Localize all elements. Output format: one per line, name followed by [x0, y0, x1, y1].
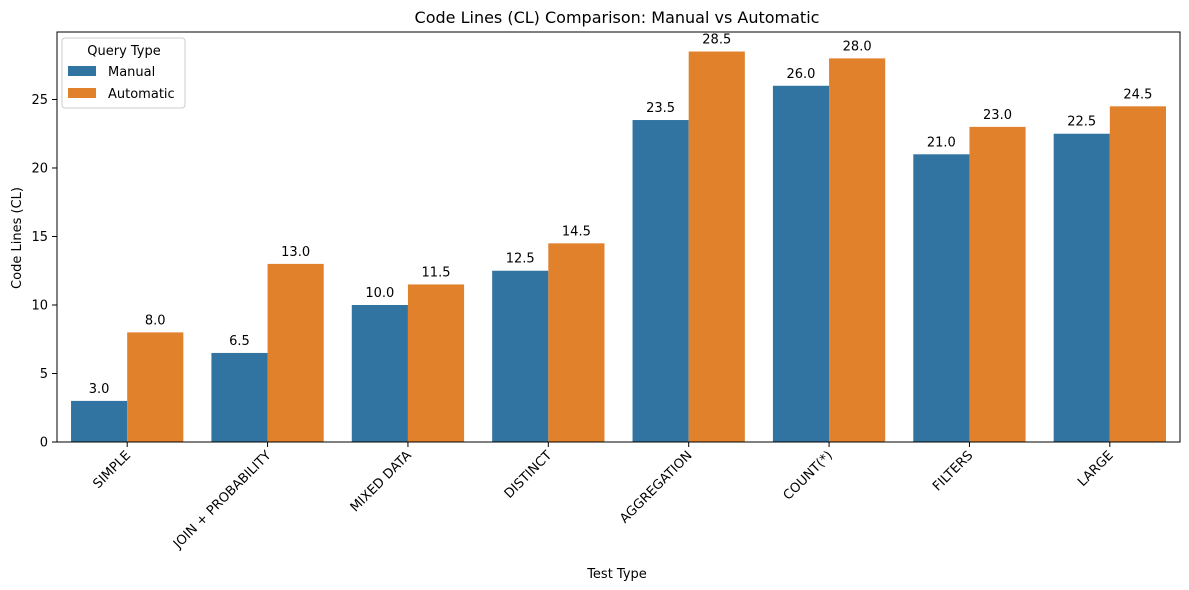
bar-automatic-7 [1109, 106, 1166, 442]
legend-swatch-manual [68, 66, 96, 76]
legend-title: Query Type [87, 44, 161, 59]
data-label: 21.0 [927, 135, 956, 150]
x-tick-label: LARGE [1075, 448, 1117, 490]
x-tick-label: SIMPLE [90, 448, 134, 492]
bar-manual-2 [351, 304, 408, 442]
y-tick-label: 20 [31, 161, 48, 176]
bar-automatic-4 [688, 51, 745, 443]
plot-area: 3.0 6.5 10.0 12.5 23.5 26.0 21.0 22.5 8.0 13.0 11.… [31, 31, 1181, 552]
bar-manual-1 [211, 352, 268, 442]
legend-label-automatic: Automatic [108, 87, 175, 102]
legend-label-manual: Manual [108, 65, 155, 80]
data-label: 8.0 [145, 313, 166, 328]
data-label: 22.5 [1067, 115, 1096, 130]
y-tick-label: 15 [31, 230, 48, 245]
bar-automatic-0 [127, 332, 184, 442]
y-tick-label: 0 [40, 436, 48, 451]
data-label: 10.0 [365, 286, 394, 301]
bar-manual-4 [632, 120, 689, 442]
x-tick-label: COUNT(*) [781, 448, 836, 503]
bar-manual-3 [492, 270, 549, 442]
data-label: 23.0 [983, 108, 1012, 123]
bar-automatic-5 [829, 58, 886, 442]
data-label: 23.5 [646, 101, 675, 116]
data-label: 14.5 [562, 224, 591, 239]
data-label: 3.0 [89, 382, 110, 397]
bar-manual-6 [913, 154, 970, 442]
bar-manual-7 [1053, 133, 1110, 443]
bar-automatic-3 [548, 243, 605, 442]
legend: Query Type Manual Automatic [61, 37, 186, 109]
y-tick-label: 5 [40, 367, 48, 382]
data-label: 28.0 [843, 39, 872, 54]
chart-title: Code Lines (CL) Comparison: Manual vs Au… [415, 8, 820, 27]
x-tick-label: AGGREGATION [617, 448, 695, 526]
data-label: 24.5 [1123, 87, 1152, 102]
bar-automatic-1 [267, 263, 324, 442]
x-axis-label: Test Type [586, 567, 647, 582]
bar-automatic-2 [407, 284, 465, 442]
legend-swatch-automatic [68, 88, 96, 98]
y-tick-label: 25 [31, 93, 48, 108]
data-label: 28.5 [702, 33, 731, 48]
x-tick-label: MIXED DATA [348, 448, 415, 515]
y-axis-label: Code Lines (CL) [10, 187, 25, 289]
x-tick-label: JOIN + PROBABILITY [170, 448, 274, 552]
y-tick-label: 10 [31, 298, 48, 313]
x-tick-label: DISTINCT [502, 448, 556, 502]
data-label: 11.5 [422, 265, 451, 280]
bar-automatic-6 [969, 126, 1026, 443]
data-label: 13.0 [281, 245, 310, 260]
bar-manual-0 [71, 400, 128, 442]
bar-manual-5 [772, 85, 830, 442]
data-label: 26.0 [787, 67, 816, 82]
data-label: 6.5 [229, 334, 250, 349]
data-label: 12.5 [506, 252, 535, 267]
x-tick-label: FILTERS [930, 448, 976, 494]
plot-frame [56, 31, 1181, 443]
